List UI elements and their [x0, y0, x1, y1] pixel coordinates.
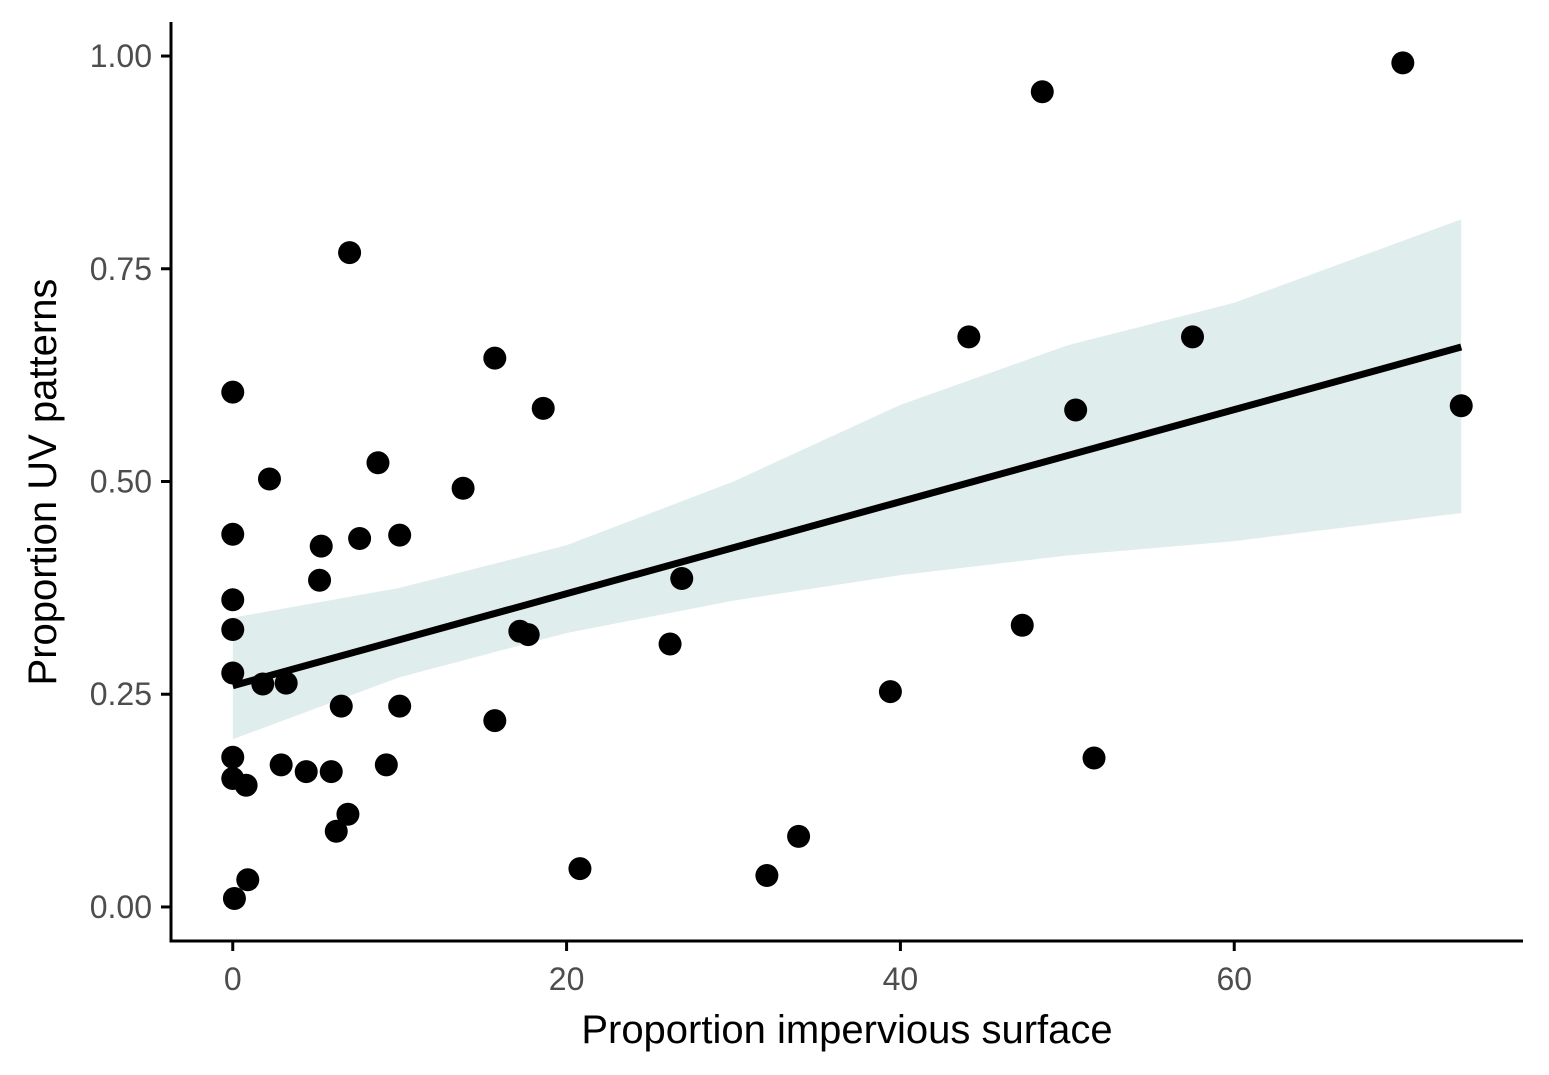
data-point: [483, 709, 507, 733]
data-point: [221, 522, 245, 546]
x-tick-label: 20: [549, 961, 585, 997]
fit-line-layer: [231, 343, 1463, 690]
data-point: [234, 773, 258, 797]
data-point: [787, 824, 811, 848]
data-point: [257, 467, 281, 491]
data-point: [878, 680, 902, 704]
axes-layer: 0 20 40 60 0.00 0.25 0.50 0.75 1.00: [90, 22, 1523, 997]
data-point: [338, 241, 362, 265]
data-point: [531, 396, 555, 420]
y-tick-label: 1.00: [90, 38, 152, 74]
data-point: [568, 857, 592, 881]
confidence-band-layer: [232, 219, 1462, 740]
data-point: [388, 694, 412, 718]
data-point: [329, 694, 353, 718]
y-tick-label: 0.50: [90, 464, 152, 500]
data-point: [324, 819, 348, 843]
y-tick-label: 0.75: [90, 251, 152, 287]
data-point: [251, 672, 275, 696]
x-tick-label: 0: [224, 961, 242, 997]
data-point: [957, 325, 981, 349]
data-point: [451, 476, 475, 500]
data-point: [1030, 80, 1054, 104]
data-point: [1449, 394, 1473, 418]
x-tick-label: 60: [1216, 961, 1252, 997]
data-point: [222, 886, 246, 910]
data-point: [516, 623, 540, 647]
confidence-band: [232, 219, 1462, 740]
data-point: [755, 863, 779, 887]
data-point: [309, 534, 333, 558]
data-point: [348, 527, 372, 551]
y-axis-title: Proportion UV patterns: [21, 279, 65, 686]
data-point: [236, 868, 260, 892]
x-axis-title: Proportion impervious surface: [581, 1008, 1112, 1052]
data-point: [336, 802, 360, 826]
data-point: [1064, 398, 1088, 422]
data-point: [308, 568, 332, 592]
data-point: [388, 523, 412, 547]
regression-line: [231, 343, 1463, 690]
data-point: [269, 753, 293, 777]
y-tick-label: 0.25: [90, 676, 152, 712]
data-point: [1181, 325, 1205, 349]
data-point: [483, 346, 507, 370]
data-point: [1391, 51, 1415, 75]
data-point: [221, 618, 245, 642]
x-tick-label: 40: [883, 961, 919, 997]
y-tick-label: 0.00: [90, 889, 152, 925]
data-point: [1010, 613, 1034, 637]
data-point: [374, 753, 398, 777]
data-point: [294, 760, 318, 784]
data-point: [221, 661, 245, 685]
data-point: [274, 671, 298, 695]
data-point: [1082, 746, 1106, 770]
data-point: [319, 760, 343, 784]
data-points-layer: [221, 51, 1473, 910]
data-point: [221, 380, 245, 404]
data-point: [658, 632, 682, 656]
data-point: [366, 451, 390, 475]
data-point: [221, 745, 245, 769]
data-point: [221, 588, 245, 612]
data-point: [670, 567, 694, 591]
